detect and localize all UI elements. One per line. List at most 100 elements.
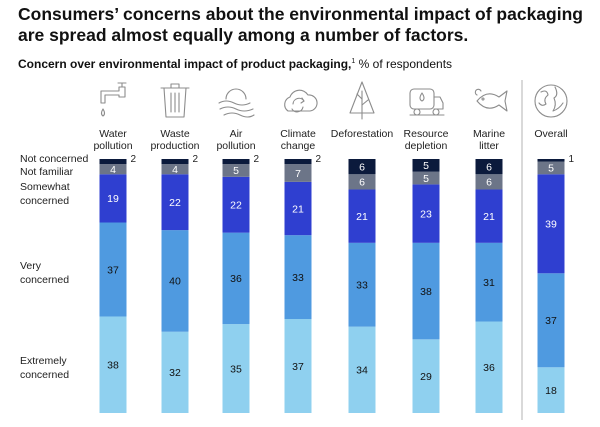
value-label: 39 [545,219,557,231]
category-icons [100,81,568,120]
value-label: 5 [548,163,554,175]
bar-segment-not-concerned [284,159,312,165]
value-label: 22 [169,197,181,209]
value-label: 5 [233,165,239,177]
value-label: 4 [110,164,116,176]
value-label: 6 [359,161,365,173]
row-label-extremely-concerned: Extremely [20,355,67,367]
value-label: 34 [356,365,368,377]
category-label: Waste production [150,128,199,152]
bar-segment-very-concerned [284,235,312,320]
value-label: 35 [230,363,242,375]
bar-segment-extremely-concerned [284,319,312,413]
bar-segment-very-concerned [412,242,440,340]
bar-stack: 36 31 21 6 6 [475,159,503,413]
value-label: 21 [292,203,304,215]
category-label: Marine litter [473,128,505,152]
value-label: 40 [169,276,181,288]
globe-icon [534,84,568,118]
category-labels: Water pollution Waste production Air pollutio… [93,128,567,152]
value-label: 2 [131,154,137,165]
bar-segment-not-familiar [161,164,189,175]
category-label: Resource depletion [404,128,449,152]
bar-stack: 34 33 21 6 6 [348,159,376,413]
bar-segment-not-concerned [222,159,250,165]
value-label: 37 [292,361,304,373]
category-label: Overall [534,128,567,140]
value-label: 6 [486,177,492,189]
value-label: 36 [230,273,242,285]
bar-segment-very-concerned [99,222,127,317]
bar-segment-not-familiar [284,164,312,182]
value-label: 1 [569,154,575,165]
cloud-cycle-icon [284,89,318,113]
bar-segment-somewhat-concerned [284,181,312,236]
bar-segment-somewhat-concerned [537,174,565,274]
trash-can-icon [160,83,190,118]
subtitle-unit: % of respondents [355,57,453,71]
value-label: 6 [359,177,365,189]
value-label: 21 [356,211,368,223]
value-label: 36 [483,362,495,374]
subtitle-footnote: 1 [351,58,356,65]
row-labels: Extremely concerned Very concerned Somewhat c… [20,153,88,381]
category-label: Water pollution [93,128,132,152]
value-label: 31 [483,277,495,289]
subtitle-main: Concern over environmental impact of pro… [18,57,352,71]
value-label: 37 [545,315,557,327]
bar-segment-somewhat-concerned [222,176,250,233]
row-label-very-concerned: concerned [20,274,69,286]
bars: 3837194232402242353622523733217234332166… [99,154,575,413]
row-label-somewhat-concerned: Somewhat [20,181,70,193]
sun-clouds-icon [218,88,255,118]
bar-segment-extremely-concerned [475,321,503,413]
value-label: 33 [292,272,304,284]
bar-segment-somewhat-concerned [348,189,376,243]
bar-segment-very-concerned [161,230,189,332]
bar-segment-not-concerned [475,159,503,175]
bar-segment-not-familiar [412,171,440,185]
bar-segment-extremely-concerned [348,326,376,413]
bar-segment-extremely-concerned [99,316,127,413]
bar-segment-somewhat-concerned [412,184,440,243]
value-label: 2 [193,154,199,165]
bar-segment-not-concerned [99,159,127,165]
bar-segment-not-concerned [161,159,189,165]
bar-segment-somewhat-concerned [161,174,189,231]
value-label: 37 [107,264,119,276]
bar-stack: 18 37 39 5 1 [537,154,575,413]
row-label-somewhat-concerned: concerned [20,195,69,207]
row-label-not-familiar: Not familiar [20,166,74,178]
bar-segment-very-concerned [222,232,250,325]
bar-segment-not-familiar [222,164,250,177]
bar-segment-somewhat-concerned [99,174,127,223]
value-label: 6 [486,161,492,173]
bar-stack: 32 40 22 4 2 [161,154,199,413]
category-label: Deforestation [331,128,394,140]
bar-segment-extremely-concerned [412,339,440,413]
chart-subtitle: Concern over environmental impact of pro… [18,57,452,71]
oil-truck-icon [409,88,445,116]
fish-icon [474,88,508,112]
headline: Consumers’ concerns about the environmen… [18,4,583,45]
value-label: 23 [420,208,432,220]
bar-segment-extremely-concerned [222,324,250,413]
value-label: 33 [356,280,368,292]
bar-segment-not-familiar [475,174,503,190]
value-label: 5 [423,173,429,185]
row-label-very-concerned: Very [20,260,42,272]
value-label: 29 [420,371,432,383]
category-label: Air pollution [216,128,255,152]
bar-segment-extremely-concerned [537,367,565,413]
value-label: 32 [169,367,181,379]
bar-segment-not-familiar [537,161,565,175]
bar-stack: 38 37 19 4 2 [99,154,137,413]
bar-stack: 29 38 23 55 [412,159,440,413]
bar-segment-not-concerned [412,159,440,172]
value-label: 2 [254,154,260,165]
value-label: 5 [423,160,429,172]
bar-segment-very-concerned [348,242,376,327]
value-label: 22 [230,200,242,212]
category-label: Climate change [280,128,316,152]
